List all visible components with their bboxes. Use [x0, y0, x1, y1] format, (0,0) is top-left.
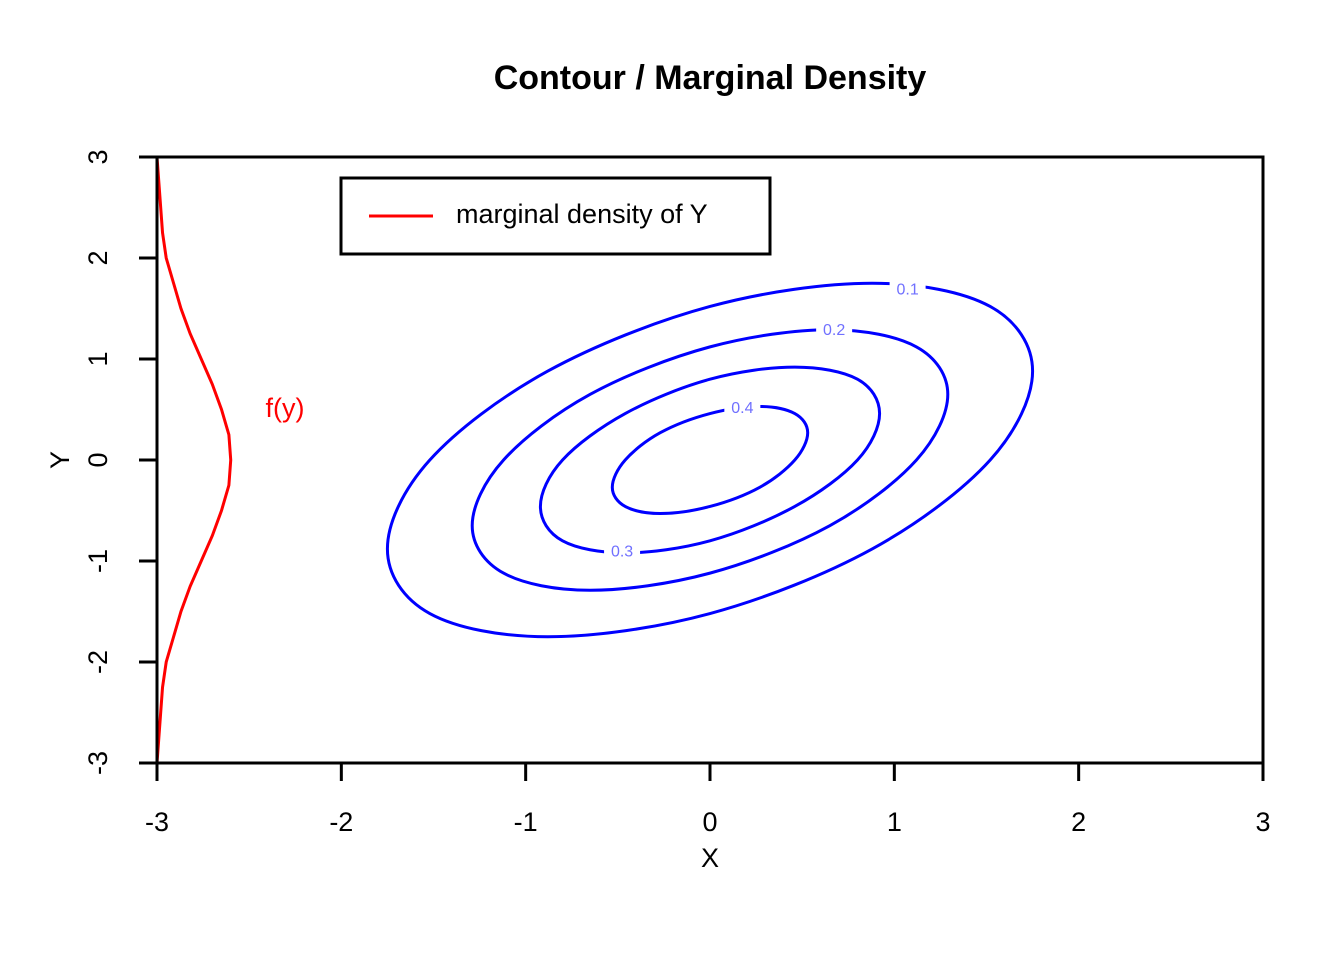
x-tick-label: -2 [329, 807, 353, 837]
x-tick-label: 3 [1255, 807, 1270, 837]
density-curve [155, 156, 233, 764]
x-tick-label: 2 [1071, 807, 1086, 837]
y-tick-label: 0 [83, 452, 113, 467]
y-tick-label: 2 [83, 250, 113, 265]
y-axis-label: Y [45, 451, 75, 469]
contour-label: 0.2 [823, 322, 845, 339]
annotation: f(y) [266, 393, 305, 423]
chart-title: Contour / Marginal Density [494, 59, 927, 97]
legend-label: marginal density of Y [456, 199, 708, 229]
contour-label-gap [604, 541, 641, 564]
y-tick-label: 3 [83, 149, 113, 164]
contour-label: 0.3 [611, 544, 633, 561]
contour-label: 0.1 [896, 281, 918, 298]
y-tick-label: 1 [83, 351, 113, 366]
contour-label-gap [816, 319, 853, 342]
contour-label-gap [724, 397, 761, 420]
x-tick-label: 0 [702, 807, 717, 837]
legend-box [339, 176, 772, 256]
x-tick-label: -1 [514, 807, 538, 837]
y-tick-label: -2 [83, 650, 113, 674]
contour-label: 0.4 [731, 400, 753, 417]
contour-label-gap [889, 279, 926, 302]
plot-area: 0.1 0.2 0.3 0.4 [155, 156, 1035, 764]
contour-line [385, 281, 1035, 639]
contour-line [470, 328, 950, 592]
x-axis-label: X [701, 843, 719, 873]
y-tick-label: -1 [83, 549, 113, 573]
y-tick-label: -3 [83, 751, 113, 775]
x-tick-label: -3 [145, 807, 169, 837]
x-tick-label: 1 [887, 807, 902, 837]
contour-line [538, 365, 882, 555]
